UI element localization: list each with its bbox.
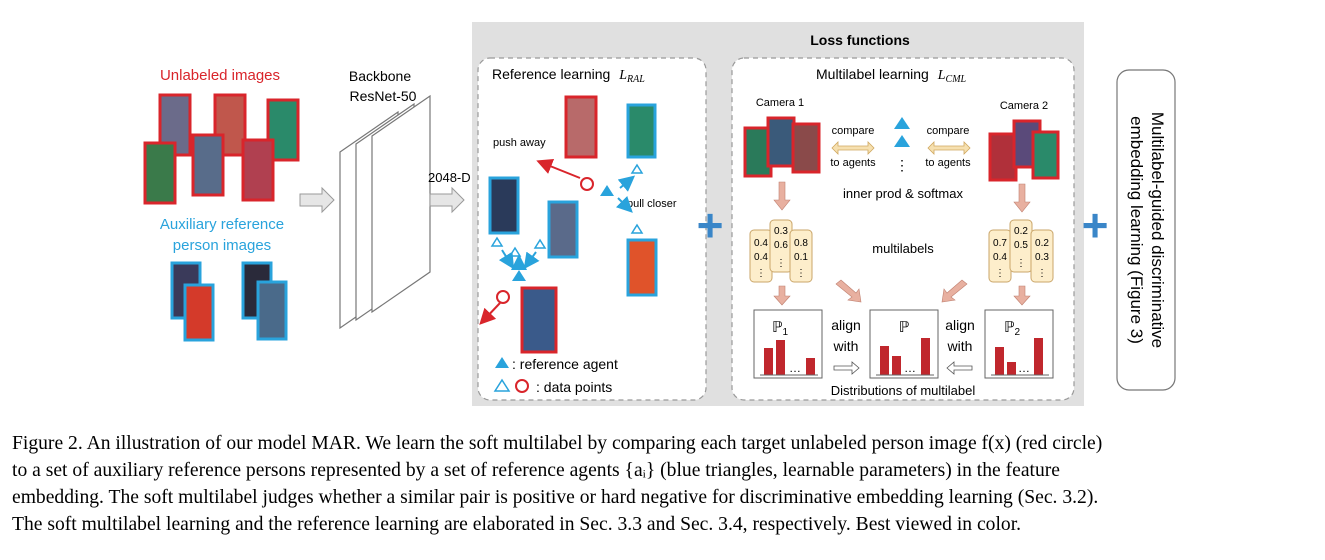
svg-text:0.8: 0.8 [794, 238, 808, 249]
loss-panel-title: Loss functions [810, 32, 910, 48]
aux-title-line2: person images [173, 237, 271, 254]
svg-text:Reference learning LRAL: Reference learning LRAL [492, 66, 645, 85]
caption-line-1: Figure 2. An illustration of our model M… [12, 433, 1103, 454]
reference-learning-title: Reference learning [492, 66, 610, 82]
embedding-line2: embedding learning (Figure 3) [1127, 116, 1146, 344]
svg-text:0.4: 0.4 [993, 252, 1007, 263]
data-point-circle [580, 177, 594, 191]
svg-text:0.4: 0.4 [754, 238, 768, 249]
svg-text:0.2: 0.2 [1035, 238, 1049, 249]
svg-text:…: … [904, 361, 916, 375]
push-away-label: push away [493, 137, 546, 149]
compare-label-right: compare [927, 125, 970, 137]
embedding-line1: Multilabel-guided discriminative [1148, 112, 1167, 348]
svg-text:⋮: ⋮ [1016, 258, 1026, 269]
backbone-label: Backbone [349, 68, 411, 84]
with-label-right: with [947, 338, 973, 354]
svg-text:0.7: 0.7 [993, 238, 1007, 249]
svg-text:0.5: 0.5 [1014, 240, 1028, 251]
svg-text:Multilabel learning LCML: Multilabel learning LCML [816, 66, 967, 85]
arrow-to-backbone [299, 186, 335, 214]
reference-learning-box: Reference learning LRAL push away pull c… [477, 57, 707, 401]
distributions-caption: Distributions of multilabel [831, 383, 976, 398]
svg-text:0.2: 0.2 [1014, 226, 1028, 237]
unlabeled-title: Unlabeled images [160, 67, 280, 84]
to-agents-label-right: to agents [925, 157, 971, 169]
svg-text:⋮: ⋮ [776, 258, 786, 269]
arrow-to-losses [429, 186, 465, 214]
plus-icon-1: + [697, 199, 724, 251]
svg-text:…: … [1018, 361, 1030, 375]
svg-text:0.6: 0.6 [774, 240, 788, 251]
caption-line-4: The soft multilabel learning and the ref… [12, 514, 1022, 535]
reference-agent-triangle [600, 185, 614, 196]
embedding-learning-panel: Multilabel-guided discriminative embeddi… [1116, 69, 1176, 391]
svg-text:0.4: 0.4 [754, 252, 768, 263]
multilabel-learning-box: Multilabel learning LCML Camera 1 Camera… [731, 57, 1075, 401]
caption-line-2: to a set of auxiliary reference persons … [12, 460, 1060, 481]
figure-caption: Figure 2. An illustration of our model M… [12, 430, 1317, 538]
to-agents-label-left: to agents [830, 157, 876, 169]
svg-text:0.3: 0.3 [1035, 252, 1049, 263]
backbone-model: ResNet-50 [350, 88, 417, 104]
svg-text:0.3: 0.3 [774, 226, 788, 237]
agents-dots: ⋮ [895, 157, 909, 173]
legend-point-triangle-icon [493, 378, 511, 392]
pull-closer-label: pull closer [627, 198, 677, 210]
feature-dim-label: 2048-D [428, 170, 471, 185]
inner-prod-label: inner prod & softmax [843, 186, 963, 201]
svg-text:⋮: ⋮ [796, 268, 806, 279]
multilabels-label: multilabels [872, 241, 934, 256]
compare-label-left: compare [832, 125, 875, 137]
unlabeled-person-thumbnails [143, 93, 300, 205]
legend-point-circle-icon [515, 379, 529, 393]
legend-agent-label: : reference agent [512, 356, 618, 372]
align-label-right: align [945, 317, 975, 333]
svg-text:ℙ1: ℙ1 [772, 319, 789, 338]
unlabeled-images-group: Unlabeled images Auxiliary reference per… [143, 67, 300, 342]
svg-text:⋮: ⋮ [756, 268, 766, 279]
camera2-label: Camera 2 [1000, 100, 1048, 112]
svg-text:0.1: 0.1 [794, 252, 808, 263]
svg-text:ℙ2: ℙ2 [1004, 319, 1021, 338]
auxiliary-person-thumbnails [170, 261, 288, 342]
legend-points-label: : data points [536, 379, 612, 395]
caption-line-3: embedding. The soft multilabel judges wh… [12, 487, 1099, 508]
with-label-left: with [833, 338, 859, 354]
svg-text:ℙ: ℙ [899, 319, 910, 336]
svg-text:…: … [789, 361, 801, 375]
aux-title-line1: Auxiliary reference [160, 216, 284, 233]
plus-icon-2: + [1082, 199, 1109, 251]
multilabel-learning-title: Multilabel learning [816, 66, 929, 82]
svg-text:⋮: ⋮ [995, 268, 1005, 279]
svg-text:⋮: ⋮ [1037, 268, 1047, 279]
align-label-left: align [831, 317, 861, 333]
figure: Unlabeled images Auxiliary reference per… [143, 22, 1176, 406]
camera1-label: Camera 1 [756, 97, 804, 109]
backbone: Backbone ResNet-50 [339, 68, 431, 330]
legend-agent-icon [495, 357, 509, 368]
